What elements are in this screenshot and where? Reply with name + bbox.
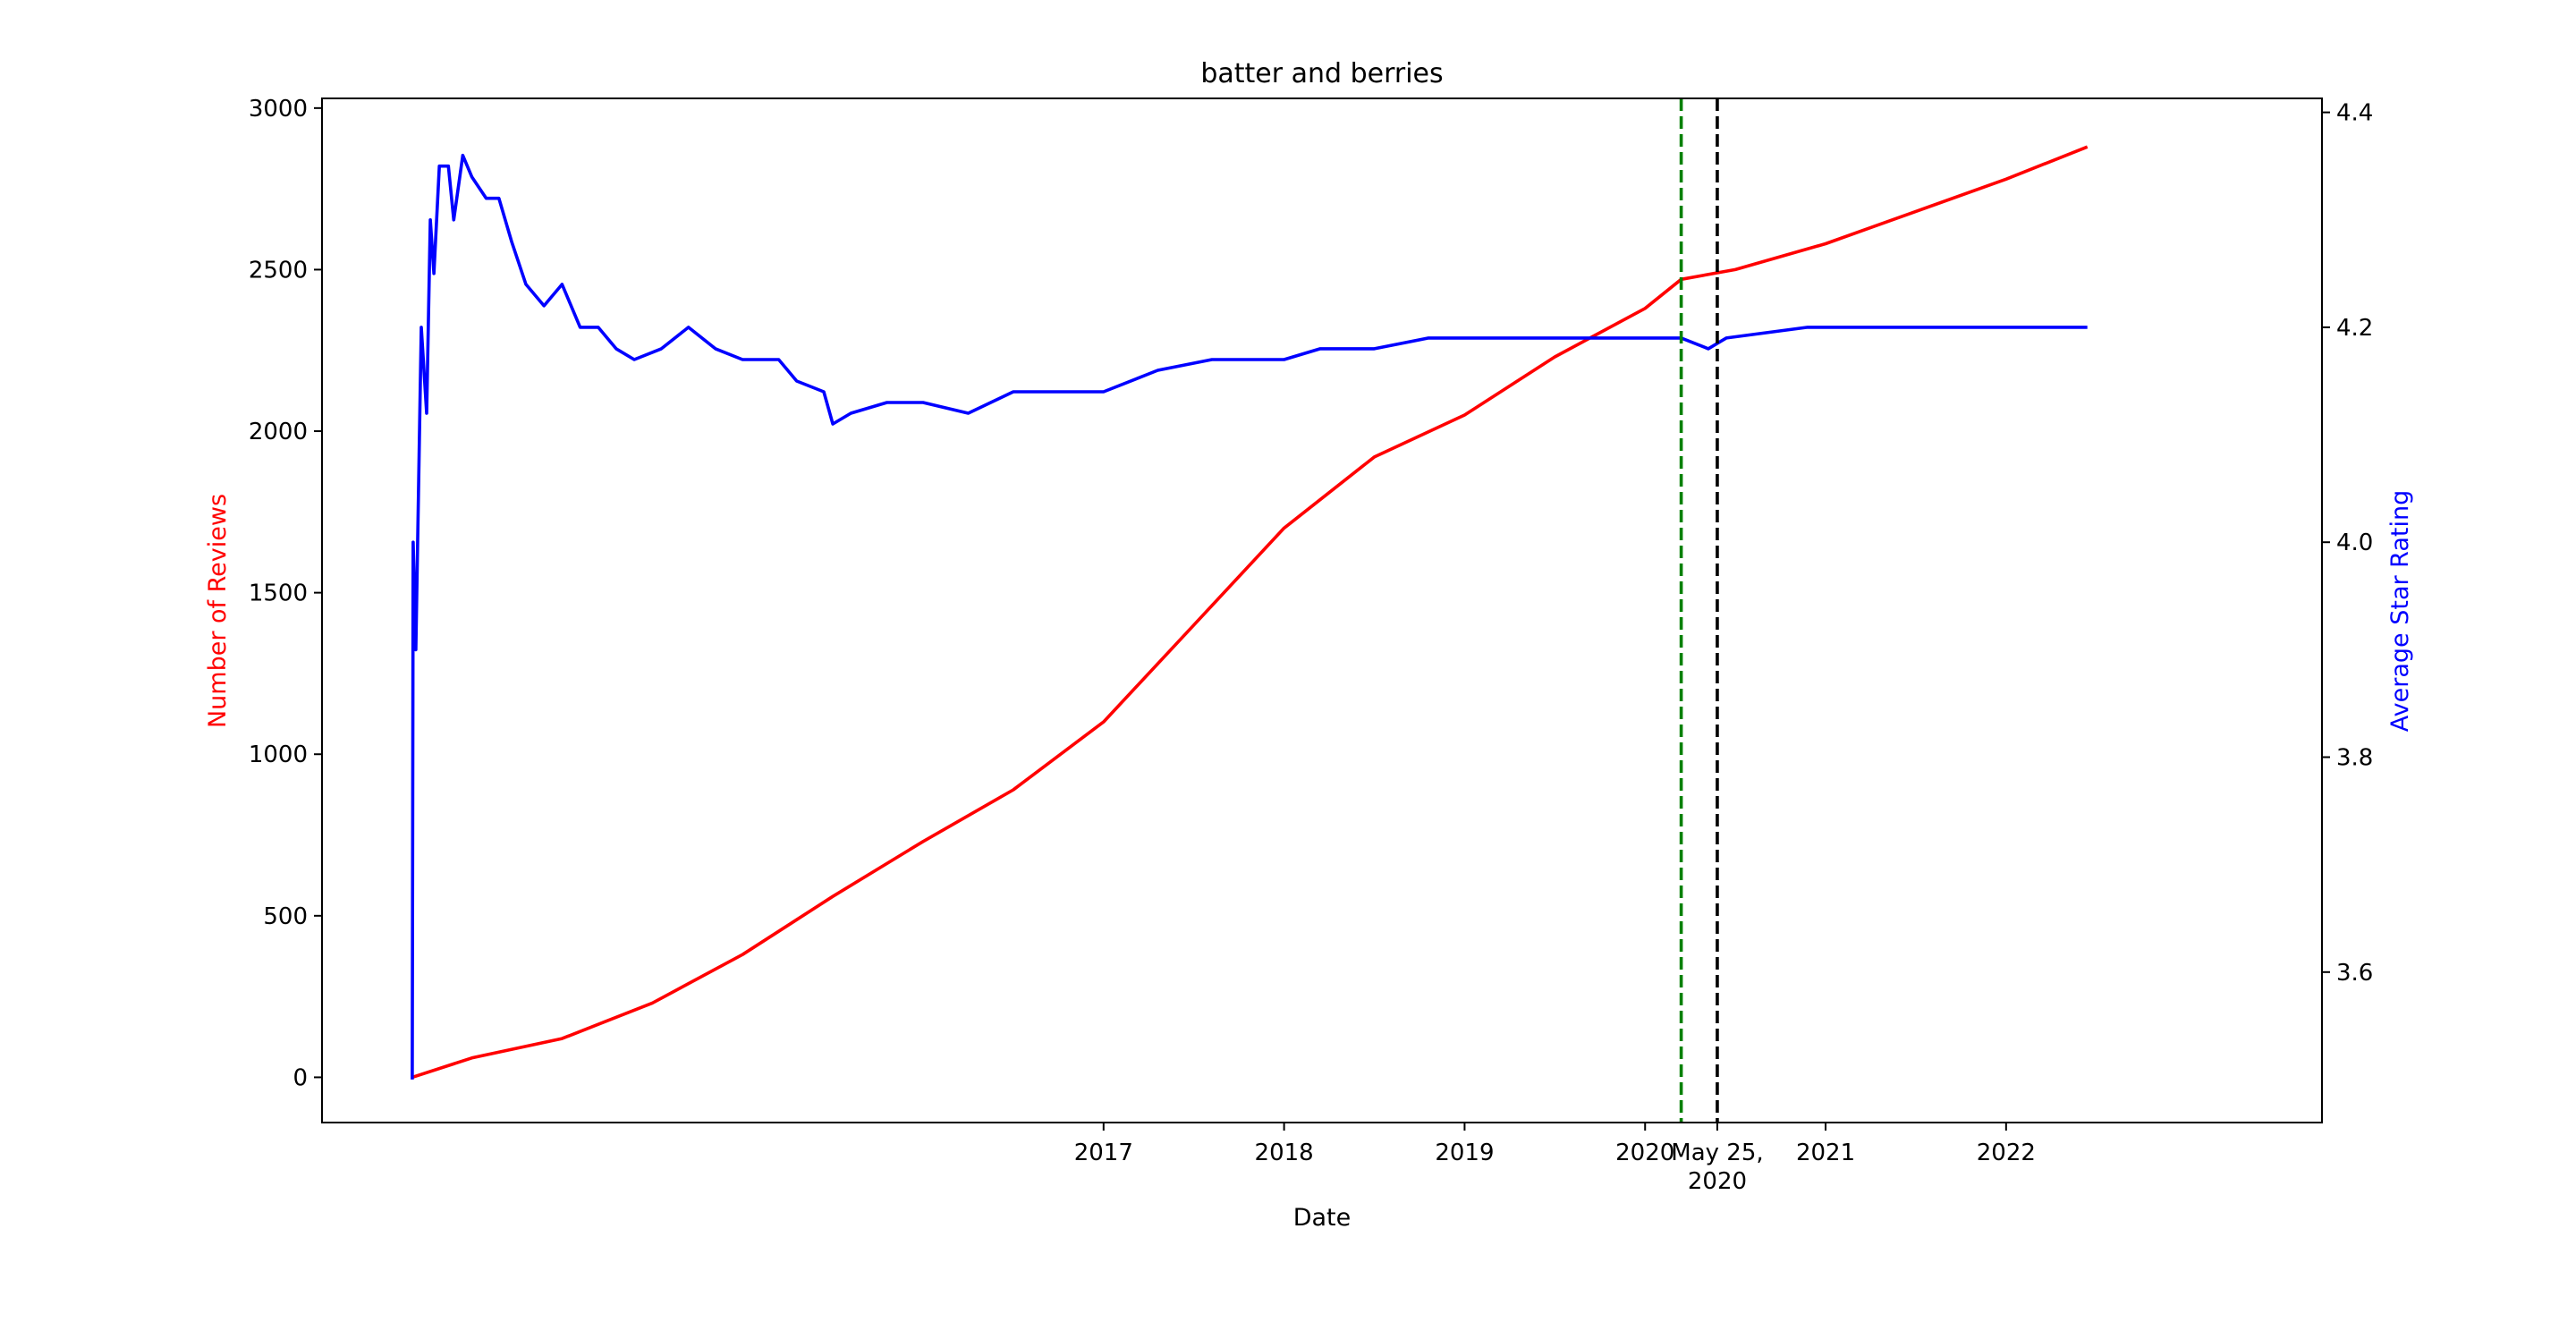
reference-lines xyxy=(1679,98,1719,1123)
x-tick-label: May 25, 2020 xyxy=(1671,1140,1763,1195)
right-tick-label: 3.8 xyxy=(2336,745,2373,772)
x-tick-label: 2019 xyxy=(1435,1140,1494,1166)
plot-frame xyxy=(321,97,2323,1123)
series-layer xyxy=(411,145,2089,1080)
right-axis-ticks: 3.6 3.8 4.0 4.2 4.4 xyxy=(2322,100,2373,987)
x-axis-label: Date xyxy=(1293,1204,1352,1232)
x-tick-label: 2018 xyxy=(1255,1140,1314,1166)
chart-title: batter and berries xyxy=(1200,58,1443,89)
left-tick-label: 2000 xyxy=(249,419,308,445)
left-tick-label: 3000 xyxy=(249,96,308,123)
x-tick-label: 2022 xyxy=(1977,1140,2036,1166)
x-tick-label: 2021 xyxy=(1796,1140,1855,1166)
left-tick-label: 0 xyxy=(292,1064,308,1091)
left-tick-label: 2500 xyxy=(249,257,308,284)
left-axis-ticks: 0 500 1000 1500 2000 2500 3000 xyxy=(249,96,322,1091)
right-tick-label: 4.4 xyxy=(2336,100,2373,127)
left-tick-label: 500 xyxy=(263,903,308,930)
y-axis-label-left: Number of Reviews xyxy=(204,494,232,728)
right-tick-label: 4.0 xyxy=(2336,530,2373,556)
left-tick-label: 1500 xyxy=(249,580,308,607)
series-line-right xyxy=(411,153,2088,1080)
x-tick-label: 2017 xyxy=(1074,1140,1133,1166)
x-tick-label: 2020 xyxy=(1615,1140,1674,1166)
y-axis-label-right: Average Star Rating xyxy=(2386,490,2414,732)
right-tick-label: 3.6 xyxy=(2336,960,2373,987)
series-line-left xyxy=(411,145,2089,1080)
right-tick-label: 4.2 xyxy=(2336,315,2373,342)
left-tick-label: 1000 xyxy=(249,742,308,768)
